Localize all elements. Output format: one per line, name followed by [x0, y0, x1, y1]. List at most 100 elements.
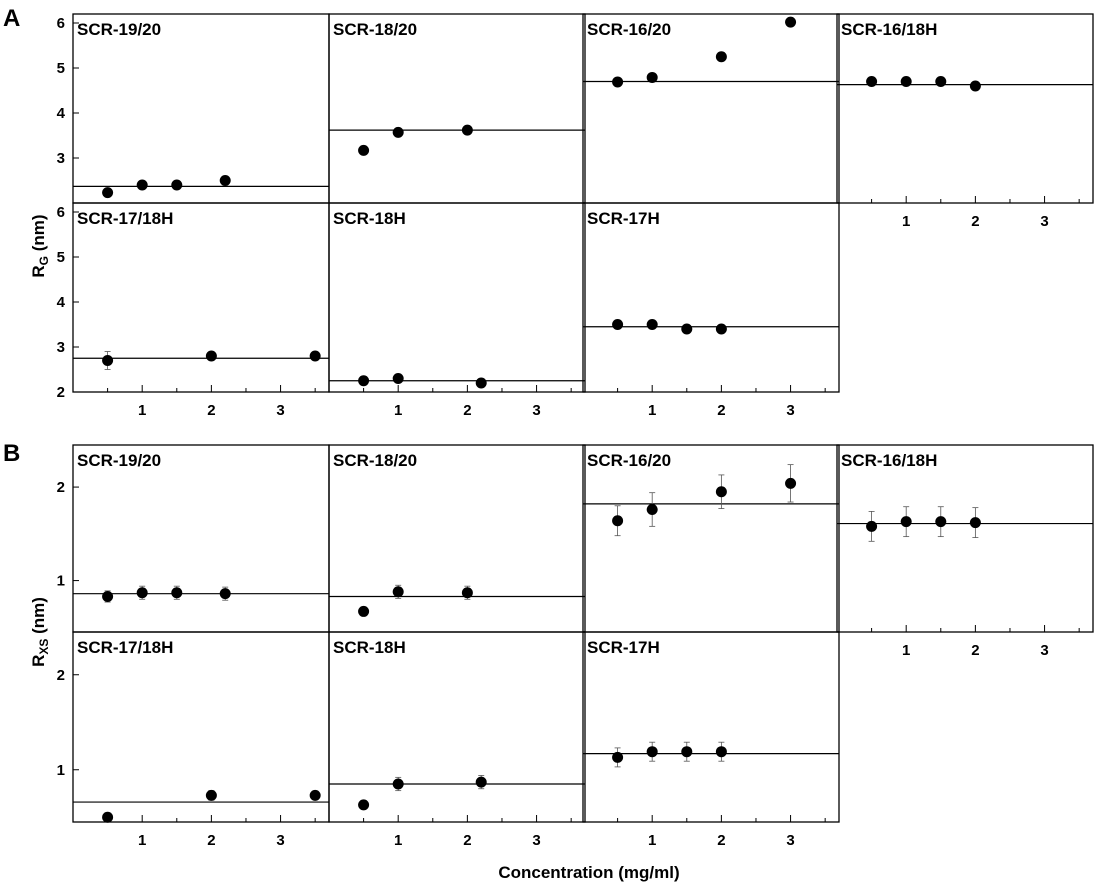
x-tick-label: 2 — [971, 642, 979, 659]
data-point — [612, 515, 624, 527]
data-point — [612, 319, 624, 330]
data-point — [475, 377, 487, 389]
data-point — [136, 587, 148, 599]
data-point — [392, 586, 404, 598]
data-point — [205, 350, 217, 362]
x-tick-label: 1 — [394, 402, 402, 419]
plot-title: SCR-17/18H — [77, 209, 173, 228]
x-tick-label: 3 — [532, 402, 540, 419]
data-point — [102, 590, 114, 602]
plot-title: SCR-18H — [333, 209, 406, 228]
data-point — [866, 520, 878, 532]
plot-frame — [582, 202, 840, 393]
x-tick-label: 2 — [207, 402, 215, 419]
plot-b-scr-17-18h: SCR-17/18H 1 2 1 2 3 — [57, 631, 330, 849]
plot-title: SCR-18/20 — [333, 451, 417, 470]
plot-title: SCR-16/20 — [587, 20, 671, 39]
data-point — [612, 76, 624, 88]
data-point — [309, 350, 321, 362]
plot-title: SCR-17H — [587, 209, 660, 228]
y-tick-label: 4 — [57, 105, 66, 122]
data-point — [969, 517, 981, 529]
data-point — [392, 373, 404, 384]
x-tick-label: 3 — [1040, 213, 1048, 230]
plot-a-scr-16-18h: SCR-16/18H 1 2 3 — [836, 13, 1094, 230]
plot-frame — [72, 631, 330, 823]
data-point — [358, 605, 370, 617]
y-tick-label: 2 — [57, 384, 65, 401]
plot-a-scr-17h: SCR-17H 1 2 3 — [582, 202, 840, 419]
plot-a-scr-18-20: SCR-18/20 — [328, 13, 586, 204]
plot-title: SCR-16/18H — [841, 20, 937, 39]
data-point — [461, 124, 473, 136]
x-tick-label: 1 — [648, 832, 656, 849]
data-point — [969, 80, 981, 92]
data-point — [681, 323, 693, 335]
x-tick-label: 3 — [1040, 642, 1048, 659]
x-tick-label: 1 — [138, 402, 146, 419]
y-tick-label: 2 — [57, 667, 65, 684]
data-point — [219, 588, 231, 600]
data-point — [102, 187, 114, 199]
data-point — [646, 746, 658, 758]
y-tick-label: 3 — [57, 339, 65, 356]
x-tick-label: 2 — [463, 832, 471, 849]
plot-a-scr-18h: SCR-18H 1 2 3 — [328, 202, 586, 419]
x-tick-label: 2 — [971, 213, 979, 230]
panel-b-label: B — [3, 440, 20, 467]
data-point — [392, 126, 404, 138]
plot-b-scr-18-20: SCR-18/20 — [328, 444, 586, 633]
data-point — [681, 746, 693, 758]
y-axis-label-b: RXS (nm) — [29, 597, 51, 667]
plot-frame — [836, 13, 1094, 204]
plot-b-scr-17h: SCR-17H 1 2 3 — [582, 631, 840, 849]
data-point — [205, 789, 217, 801]
data-point — [646, 71, 658, 83]
data-point — [309, 789, 321, 801]
x-axis-label: Concentration (mg/ml) — [498, 863, 679, 882]
y-tick-label: 5 — [57, 249, 65, 266]
panel-a-label: A — [3, 5, 20, 32]
data-point — [102, 811, 114, 823]
plot-frame — [582, 13, 840, 204]
plot-frame — [328, 13, 586, 204]
data-point — [785, 477, 797, 489]
data-point — [935, 76, 947, 87]
x-tick-label: 1 — [902, 642, 910, 659]
x-tick-label: 1 — [648, 402, 656, 419]
data-point — [715, 323, 727, 335]
data-point — [358, 375, 370, 387]
data-point — [866, 76, 878, 87]
plot-frame — [328, 444, 586, 633]
plot-frame — [72, 13, 330, 204]
plot-b-scr-19-20: SCR-19/20 1 2 — [57, 444, 330, 633]
y-tick-label: 3 — [57, 150, 65, 167]
data-point — [102, 355, 114, 366]
plot-title: SCR-17/18H — [77, 638, 173, 657]
data-point — [612, 751, 624, 763]
x-tick-label: 2 — [463, 402, 471, 419]
plot-frame — [72, 444, 330, 633]
plot-b-scr-16-20: SCR-16/20 — [582, 444, 840, 633]
plot-frame — [582, 444, 840, 633]
plot-title: SCR-17H — [587, 638, 660, 657]
y-tick-label: 4 — [57, 294, 66, 311]
y-axis-label-a: RG (nm) — [29, 214, 51, 277]
data-point — [646, 504, 658, 516]
x-tick-label: 3 — [532, 832, 540, 849]
x-tick-label: 2 — [717, 402, 725, 419]
data-point — [358, 799, 370, 811]
plot-a-scr-16-20: SCR-16/20 — [582, 13, 840, 204]
plot-a-scr-19-20: SCR-19/20 3 4 5 6 — [57, 13, 330, 204]
x-tick-label: 1 — [902, 213, 910, 230]
data-point — [715, 486, 727, 498]
data-point — [900, 516, 912, 528]
data-point — [219, 175, 231, 186]
data-point — [392, 778, 404, 790]
x-tick-label: 3 — [276, 402, 284, 419]
plot-title: SCR-18H — [333, 638, 406, 657]
plot-grid: SCR-19/20 3 4 5 6 SCR-18/20 SCR-16/20 SCR-16/18… — [57, 13, 1094, 849]
y-tick-label: 1 — [57, 762, 65, 779]
data-point — [461, 587, 473, 599]
y-tick-label: 1 — [57, 573, 65, 590]
